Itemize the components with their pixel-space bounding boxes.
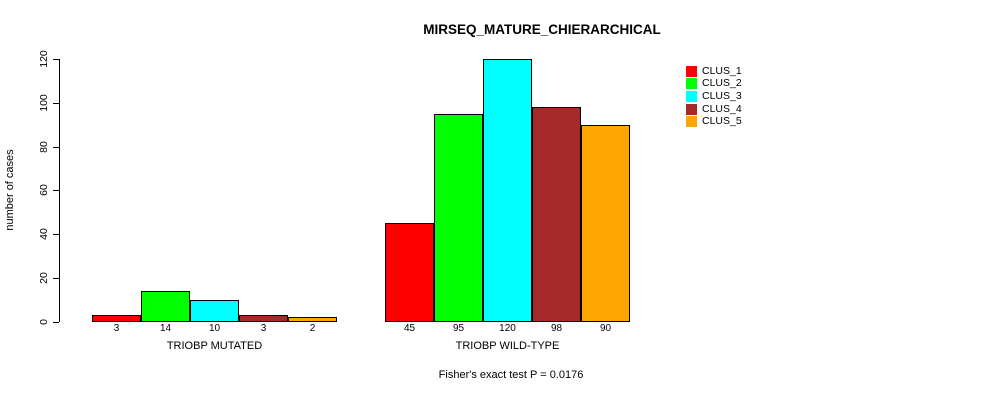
bar: [581, 124, 630, 322]
bar-value-label: 95: [452, 323, 465, 334]
legend-label-clus_2: CLUS_2: [702, 77, 742, 90]
y-axis-line: [59, 59, 60, 322]
bar: [288, 317, 337, 322]
bar: [239, 314, 288, 322]
legend-swatch-clus_5: [686, 116, 697, 128]
y-tick: [53, 190, 59, 192]
bar-value-label: 14: [159, 323, 172, 334]
bar-value-label: 3: [260, 323, 267, 334]
legend-swatch-clus_1: [686, 65, 697, 77]
bar: [141, 290, 190, 322]
bar-value-label: 45: [403, 323, 416, 334]
bar-value-label: 3: [113, 323, 120, 334]
bar-value-label: 98: [550, 323, 563, 334]
group-label: TRIOBP MUTATED: [166, 340, 263, 352]
bar: [532, 107, 581, 322]
bar-value-label: 120: [499, 323, 516, 334]
y-tick: [53, 277, 59, 279]
bar: [190, 299, 239, 322]
y-tick: [53, 234, 59, 235]
bar: [434, 113, 483, 322]
bar: [92, 314, 141, 322]
bar-value-label: 2: [309, 323, 316, 334]
legend-label-clus_3: CLUS_3: [702, 89, 742, 102]
bar: [385, 223, 434, 322]
legend-label-clus_1: CLUS_1: [702, 64, 742, 77]
bar-value-label: 90: [599, 323, 612, 334]
y-tick: [53, 321, 59, 323]
legend-swatch-clus_3: [686, 90, 697, 102]
y-tick: [53, 146, 59, 148]
bar: [483, 59, 532, 322]
y-tick: [53, 102, 59, 104]
legend-label-clus_4: CLUS_4: [702, 102, 742, 115]
group-label: TRIOBP WILD-TYPE: [455, 340, 560, 352]
y-tick: [53, 59, 59, 60]
legend-label-clus_5: CLUS_5: [702, 115, 742, 128]
chart-subtitle: Fisher's exact test P = 0.0176: [438, 369, 584, 381]
legend-swatch-clus_2: [686, 78, 697, 90]
legend-swatch-clus_4: [686, 103, 697, 115]
bar-value-label: 10: [208, 323, 221, 334]
chart-title: MIRSEQ_MATURE_CHIERARCHICAL: [423, 22, 661, 37]
